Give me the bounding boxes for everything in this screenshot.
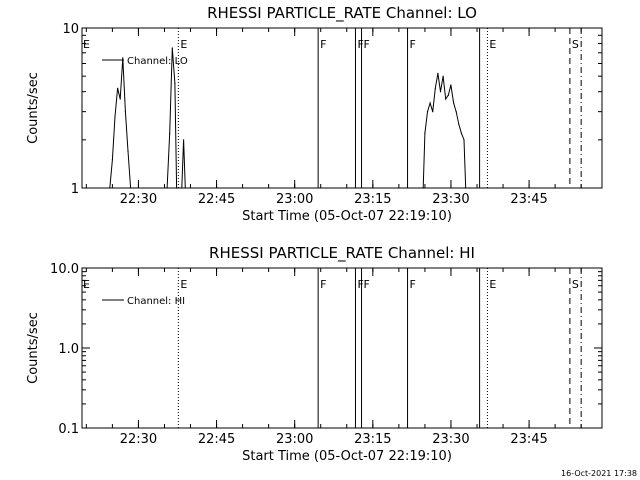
event-label: F [320, 278, 326, 291]
event-label: F [364, 38, 370, 51]
y-tick-label: 0.1 [58, 422, 79, 437]
footer-timestamp: 16-Oct-2021 17:38 [561, 469, 637, 478]
data-point [455, 111, 457, 113]
x-tick-label: 22:45 [198, 432, 235, 447]
y-tick-label: 1.0 [58, 342, 79, 357]
event-label: E [489, 38, 496, 51]
data-point [458, 123, 460, 125]
x-tick-label: 23:30 [432, 192, 469, 207]
data-point [469, 187, 471, 189]
event-label: E [489, 278, 496, 291]
x-tick-label: 23:15 [354, 192, 391, 207]
x-tick-label: 23:00 [276, 432, 313, 447]
data-point [429, 102, 431, 104]
event-label: F [364, 278, 370, 291]
chart-title: RHESSI PARTICLE_RATE Channel: HI [209, 244, 475, 263]
event-label: F [410, 38, 416, 51]
data-point [119, 98, 121, 100]
data-point [114, 115, 116, 118]
event-label: F [410, 278, 416, 291]
data-point [171, 47, 173, 49]
event-label: S [572, 38, 579, 51]
y-tick-label: 10 [62, 22, 79, 37]
data-point [109, 187, 111, 189]
data-point [124, 111, 126, 113]
event-label: E [83, 278, 90, 291]
plot-frame [81, 27, 603, 189]
data-point [122, 57, 124, 59]
data-point [424, 132, 426, 134]
data-point [132, 187, 134, 189]
plot-frame [81, 267, 603, 429]
event-label: E [180, 38, 187, 51]
data-point [442, 75, 444, 77]
x-tick-label: 23:30 [432, 432, 469, 447]
data-point [426, 111, 429, 113]
y-axis-label: Counts/sec [26, 312, 41, 384]
event-label: E [83, 38, 90, 51]
data-point [181, 187, 183, 189]
x-tick-label: 22:45 [198, 192, 235, 207]
series-line [109, 47, 470, 189]
x-axis-label: Start Time (05-Oct-07 22:19:10) [242, 449, 452, 464]
x-tick-label: 22:30 [120, 192, 157, 207]
data-point [166, 187, 168, 189]
data-point [439, 91, 442, 93]
data-point [117, 87, 119, 89]
data-point [445, 98, 447, 100]
data-point [453, 102, 455, 104]
legend-label: Channel: HI [127, 296, 185, 307]
event-label: S [572, 278, 579, 291]
event-label: F [357, 38, 363, 51]
data-point [460, 132, 462, 134]
data-point [183, 139, 185, 141]
data-point [450, 84, 452, 86]
x-tick-label: 22:30 [120, 432, 157, 447]
data-point [447, 94, 449, 96]
event-label: E [180, 278, 187, 291]
chart-title: RHESSI PARTICLE_RATE Channel: LO [207, 4, 477, 23]
data-point [465, 187, 467, 189]
data-point [422, 187, 424, 189]
x-tick-label: 23:45 [510, 432, 547, 447]
event-label: F [320, 38, 326, 51]
data-point [169, 132, 171, 134]
legend-label: Channel: LO [127, 56, 188, 67]
panel-lo: RHESSI PARTICLE_RATE Channel: LO 22:30 22:… [26, 4, 603, 224]
data-point [111, 159, 113, 161]
x-tick-label: 23:45 [510, 192, 547, 207]
data-point [463, 139, 465, 141]
data-point [437, 72, 439, 74]
data-point [176, 187, 178, 189]
x-tick-label: 23:15 [354, 432, 391, 447]
data-point [174, 82, 176, 85]
y-tick-label: 1 [71, 182, 79, 197]
x-axis-label: Start Time (05-Oct-07 22:19:10) [242, 209, 452, 224]
x-tick-label: 23:00 [276, 192, 313, 207]
event-label: F [357, 278, 363, 291]
data-point [127, 150, 129, 152]
data-point [130, 187, 132, 189]
data-point [184, 187, 186, 189]
data-point [434, 87, 436, 89]
y-axis-label: Counts/sec [26, 72, 41, 144]
data-point [432, 111, 434, 113]
panel-hi: RHESSI PARTICLE_RATE Channel: HI 22:30 22:… [26, 244, 603, 464]
y-tick-label: 10.0 [50, 262, 79, 277]
